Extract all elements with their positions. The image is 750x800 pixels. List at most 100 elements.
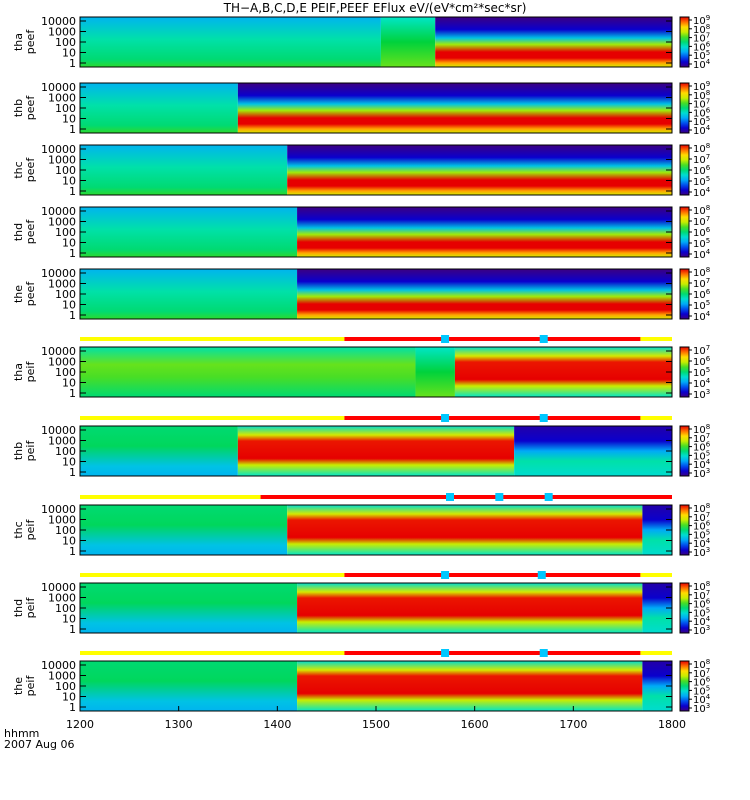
mode-marker <box>539 335 548 343</box>
y-tick-label: 1 <box>69 123 76 136</box>
panel-product-label: peif <box>24 361 37 383</box>
mode-bars <box>80 335 672 657</box>
mode-segment <box>640 416 672 420</box>
y-tick-label: 100 <box>55 164 76 177</box>
y-tick-label: 1000 <box>48 216 76 229</box>
mode-segment <box>344 573 641 577</box>
spectrogram-block <box>80 583 298 633</box>
colorbar <box>679 346 690 398</box>
y-tick-label: 10000 <box>41 15 76 28</box>
y-tick-label: 1000 <box>48 154 76 167</box>
mode-segment <box>80 416 345 420</box>
x-axis-row-label: hhmm <box>4 727 39 740</box>
y-tick-label: 100 <box>55 288 76 301</box>
mode-bar <box>80 571 672 579</box>
spectrogram-block <box>287 145 672 195</box>
panel-product-label: peif <box>24 597 37 619</box>
spectrogram-block <box>80 269 298 319</box>
panel-product-label: peif <box>24 440 37 462</box>
mode-marker <box>539 649 548 657</box>
spectrogram-block <box>80 207 298 257</box>
mode-segment <box>260 495 672 499</box>
y-tick-label: 1 <box>69 387 76 400</box>
panel-probe-label: the <box>12 285 25 303</box>
mode-segment <box>80 573 345 577</box>
y-tick-label: 10 <box>62 691 76 704</box>
panel-probe-label: tha <box>12 363 25 381</box>
spectrogram-block <box>454 347 672 397</box>
spectrogram-block <box>297 583 643 633</box>
colorbar <box>679 144 690 196</box>
panel-product-label: peef <box>24 95 37 121</box>
y-tick-label: 10000 <box>41 503 76 516</box>
colorbar <box>679 504 690 556</box>
spectrogram-block <box>80 17 381 67</box>
mode-marker <box>441 335 450 343</box>
mode-bar <box>80 649 672 657</box>
mode-marker <box>537 571 546 579</box>
spectrogram-block <box>380 17 436 67</box>
panel-product-label: peef <box>24 29 37 55</box>
panel-product-label: peif <box>24 519 37 541</box>
mode-segment <box>344 651 641 655</box>
y-tick-label: 1000 <box>48 356 76 369</box>
mode-segment <box>344 416 641 420</box>
panel-probe-label: thb <box>12 99 25 117</box>
panel-product-label: peif <box>24 675 37 697</box>
mode-marker <box>441 571 450 579</box>
y-tick-label: 10000 <box>41 205 76 218</box>
x-tick-label: 1400 <box>263 718 291 731</box>
y-tick-label: 1 <box>69 545 76 558</box>
y-tick-label: 1 <box>69 247 76 260</box>
y-tick-label: 1 <box>69 57 76 70</box>
x-tick-label: 1700 <box>559 718 587 731</box>
mode-marker <box>544 493 553 501</box>
spectrogram-block <box>80 426 238 476</box>
y-tick-label: 10 <box>62 377 76 390</box>
panel-probe-label: thd <box>12 223 25 241</box>
panel-probe-label: thd <box>12 599 25 617</box>
y-tick-label: 10000 <box>41 659 76 672</box>
x-axis: 1200 1300 1400 1500 1600 1700 1800 <box>66 706 686 731</box>
y-tick-label: 10 <box>62 113 76 126</box>
x-tick-label: 1600 <box>461 718 489 731</box>
colorbar <box>679 82 690 134</box>
y-tick-label: 1000 <box>48 278 76 291</box>
colorbar <box>679 16 690 68</box>
y-tick-label: 100 <box>55 226 76 239</box>
mode-bar <box>80 493 672 501</box>
spectrogram-block <box>435 17 672 67</box>
x-tick-label: 1500 <box>362 718 390 731</box>
mode-segment <box>344 337 641 341</box>
y-tick-label: 10000 <box>41 424 76 437</box>
spectrogram-block <box>80 661 298 711</box>
x-axis-date-label: 2007 Aug 06 <box>4 738 74 751</box>
x-tick-label: 1800 <box>658 718 686 731</box>
y-tick-label: 1 <box>69 701 76 714</box>
panel-probe-label: thc <box>12 521 25 538</box>
spectrogram-block <box>287 505 643 555</box>
y-tick-label: 10000 <box>41 267 76 280</box>
y-tick-label: 10 <box>62 47 76 60</box>
y-tick-label: 10000 <box>41 143 76 156</box>
spectrogram-block <box>80 83 238 133</box>
panel-product-label: peef <box>24 281 37 307</box>
y-tick-label: 10000 <box>41 581 76 594</box>
spectrogram-block <box>514 426 672 476</box>
mode-marker <box>441 649 450 657</box>
spectrogram-block <box>415 347 455 397</box>
y-tick-label: 1000 <box>48 670 76 683</box>
mode-segment <box>640 573 672 577</box>
mode-marker <box>441 414 450 422</box>
spectrogram-block <box>297 661 643 711</box>
x-tick-label: 1300 <box>165 718 193 731</box>
mode-segment <box>80 651 345 655</box>
y-tick-label: 10 <box>62 613 76 626</box>
